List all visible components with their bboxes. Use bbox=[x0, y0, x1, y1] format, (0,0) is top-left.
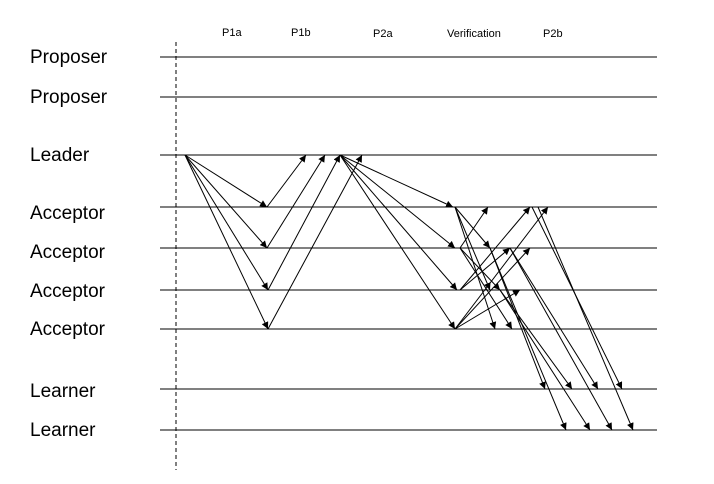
message-arrow-p1a-4 bbox=[184, 154, 269, 330]
message-arrow-p2a-4 bbox=[339, 154, 456, 330]
message-arrow-p1b-4 bbox=[267, 154, 363, 330]
message-arrow-verify-1 bbox=[454, 206, 491, 249]
role-label-acceptor-3: Acceptor bbox=[30, 281, 106, 302]
message-arrow-p1a-1 bbox=[184, 154, 268, 208]
message-arrow-p1b-3 bbox=[267, 154, 341, 291]
message-arrow-p2b-5 bbox=[509, 247, 599, 390]
message-arrow-p2a-3 bbox=[339, 154, 458, 291]
phase-label-verification: Verification bbox=[447, 28, 501, 40]
message-arrow-p1b-2 bbox=[266, 154, 326, 249]
message-arrow-p2b-3 bbox=[499, 289, 573, 390]
role-label-leader: Leader bbox=[30, 145, 90, 166]
role-label-learner-2: Learner bbox=[30, 420, 96, 441]
message-arrow-p1a-3 bbox=[184, 154, 269, 291]
message-arrow-verify-2 bbox=[454, 206, 491, 291]
phase-label-p2a: P2a bbox=[373, 28, 393, 40]
message-arrow-p1a-2 bbox=[184, 154, 268, 249]
message-arrow-p1b-1 bbox=[266, 154, 307, 208]
message-arrow-p2b-2 bbox=[489, 247, 567, 431]
role-label-learner-1: Learner bbox=[30, 381, 96, 402]
message-arrow-p2b-8 bbox=[537, 206, 634, 431]
message-arrow-verify-8 bbox=[459, 247, 511, 291]
role-label-proposer-2: Proposer bbox=[30, 87, 108, 108]
phase-label-p1a: P1a bbox=[222, 27, 242, 39]
message-arrow-p2a-2 bbox=[339, 154, 456, 249]
role-label-proposer-1: Proposer bbox=[30, 47, 108, 68]
phase-label-p2b: P2b bbox=[543, 28, 563, 40]
message-arrow-verify-4 bbox=[459, 206, 489, 249]
role-label-acceptor-1: Acceptor bbox=[30, 203, 106, 224]
role-label-acceptor-4: Acceptor bbox=[30, 319, 106, 340]
phase-label-p1b: P1b bbox=[291, 27, 311, 39]
message-arrow-p2b-1 bbox=[489, 247, 546, 390]
message-arrow-p2b-6 bbox=[509, 247, 613, 431]
message-arrow-verify-9 bbox=[454, 206, 549, 330]
message-arrow-verify-7 bbox=[459, 206, 531, 291]
message-arrow-p2a-1 bbox=[339, 154, 454, 208]
message-arrow-verify-5 bbox=[459, 247, 501, 291]
message-arrow-p2b-4 bbox=[499, 289, 591, 431]
role-label-acceptor-2: Acceptor bbox=[30, 242, 106, 263]
